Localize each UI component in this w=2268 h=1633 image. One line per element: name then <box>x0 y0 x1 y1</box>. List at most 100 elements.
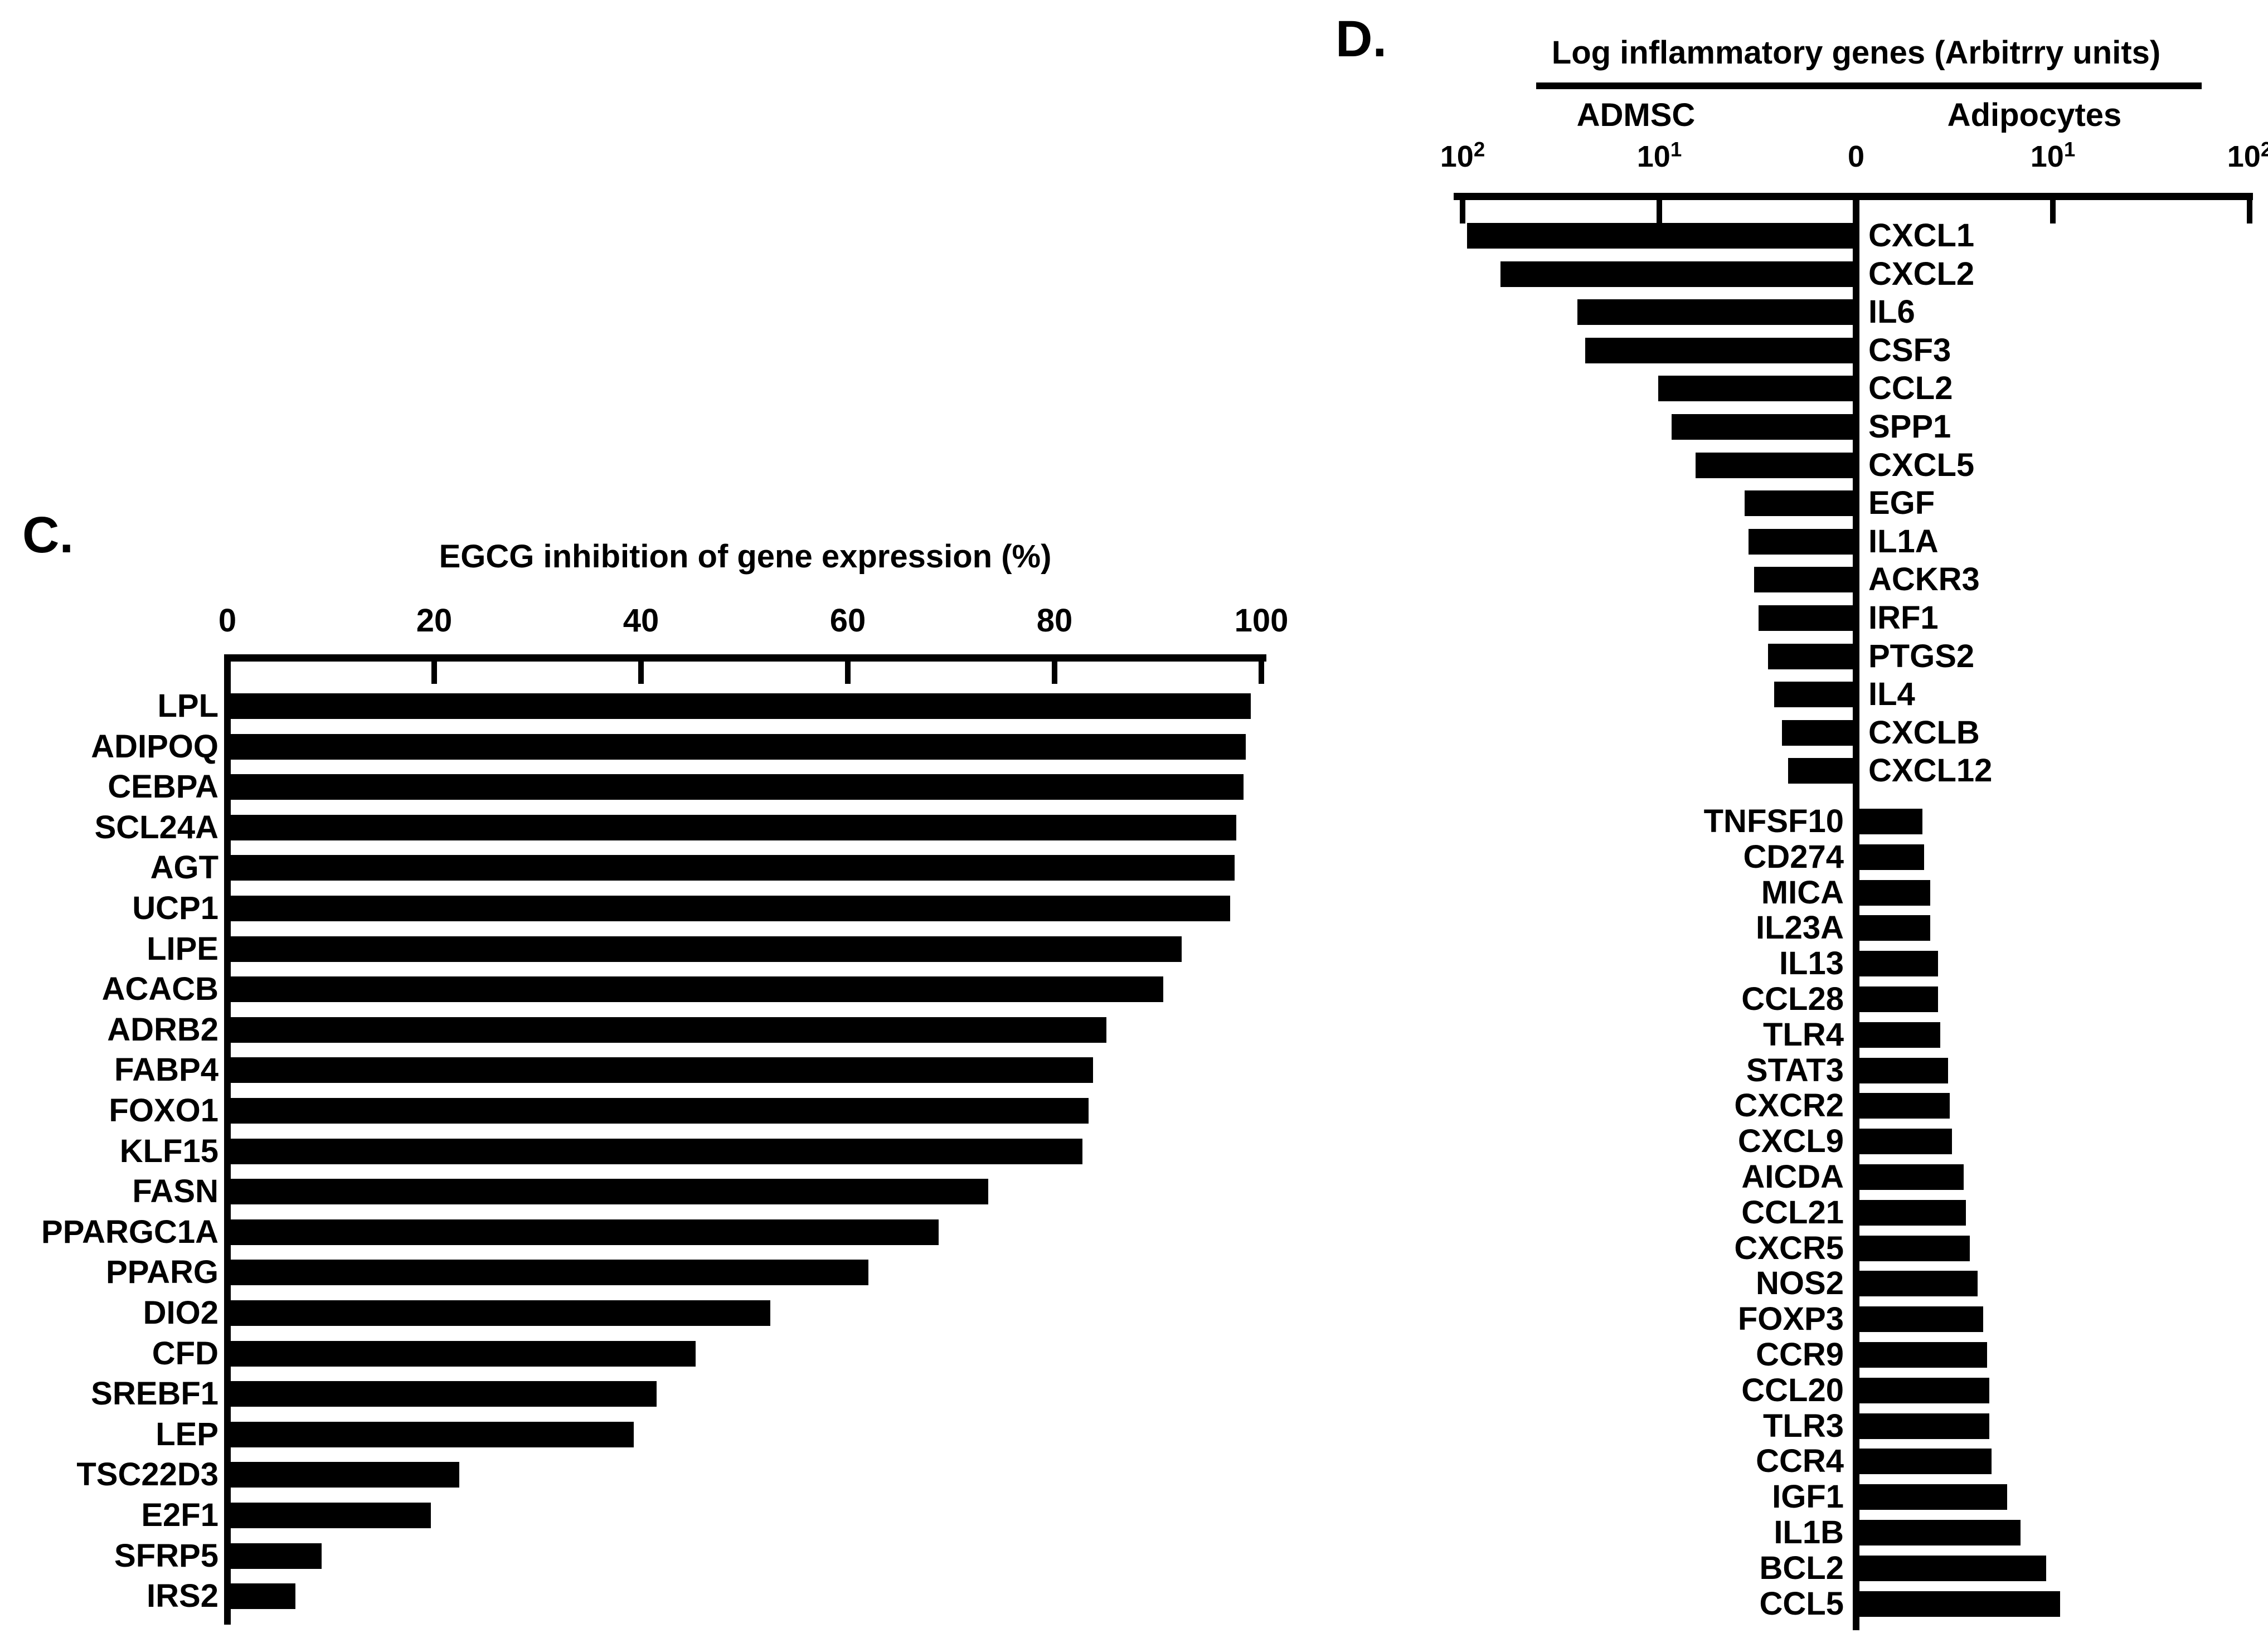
panel-d-title: Log inflammatory genes (Arbitrry units) <box>1551 35 2161 71</box>
panel-d-label-cxcl1: CXCL1 <box>1868 217 1975 254</box>
panel-d-tick-mark <box>2050 200 2056 223</box>
panel-d-bar-aicda <box>1859 1164 1964 1190</box>
panel-d-label-aicda: AICDA <box>1741 1159 1844 1195</box>
panel-d-label-cxclb: CXCLB <box>1868 715 1980 751</box>
panel-d-bar-il4 <box>1774 682 1853 707</box>
panel-c-bar-lep <box>231 1422 634 1447</box>
panel-d-label-ccr4: CCR4 <box>1756 1443 1844 1479</box>
panel-c-bar-irs2 <box>231 1583 295 1609</box>
panel-d-label-nos2: NOS2 <box>1756 1265 1844 1301</box>
panel-c-label-scl24a: SCL24A <box>94 809 218 845</box>
panel-d-label-il6: IL6 <box>1868 294 1915 330</box>
panel-c-label-pparg: PPARG <box>106 1254 218 1290</box>
panel-c-label-fasn: FASN <box>132 1173 218 1209</box>
panel-d-bar-tlr4 <box>1859 1022 1940 1048</box>
panel-d-x-axis-line <box>1454 193 2253 200</box>
panel-d-bar-mica <box>1859 880 1930 906</box>
panel-d-title-underline <box>1536 82 2202 89</box>
panel-c-label-dio2: DIO2 <box>143 1295 218 1331</box>
panel-d-label-mica: MICA <box>1761 874 1844 911</box>
panel-d-tick-label: 102 <box>2227 138 2268 173</box>
panel-d-label-irf1: IRF1 <box>1868 600 1939 636</box>
panel-c-label-srebf1: SREBF1 <box>91 1376 218 1412</box>
panel-d-bar-egf <box>1745 490 1853 516</box>
panel-d-bar-cxcl12 <box>1788 758 1853 784</box>
panel-d-label-cxcr2: CXCR2 <box>1734 1087 1844 1124</box>
panel-d-label-il4: IL4 <box>1868 676 1915 712</box>
panel-d-group-admsc: ADMSC <box>1576 97 1696 133</box>
panel-c-label-irs2: IRS2 <box>147 1578 218 1614</box>
panel-d-bar-il1b <box>1859 1520 2021 1545</box>
panel-d-bar-cxcl1 <box>1467 223 1853 249</box>
panel-c-label-lpl: LPL <box>157 688 218 724</box>
panel-c-label-adipoq: ADIPOQ <box>91 728 218 765</box>
panel-d-bar-il13 <box>1859 951 1938 976</box>
panel-d-bar-foxp3 <box>1859 1306 1983 1332</box>
panel-c-label-cfd: CFD <box>152 1335 218 1372</box>
panel-d-label-cd274: CD274 <box>1743 839 1844 875</box>
panel-d-label-csf3: CSF3 <box>1868 332 1951 368</box>
panel-d-bar-ccr9 <box>1859 1342 1987 1368</box>
panel-c-label-adrb2: ADRB2 <box>107 1012 218 1048</box>
panel-c-label-sfrp5: SFRP5 <box>114 1538 218 1574</box>
panel-d-bar-igf1 <box>1859 1484 2007 1510</box>
panel-d-label-igf1: IGF1 <box>1772 1479 1844 1515</box>
panel-c-bar-adipoq <box>231 734 1246 760</box>
panel-c-bar-tsc22d3 <box>231 1462 459 1488</box>
panel-d-label-foxp3: FOXP3 <box>1737 1301 1844 1337</box>
panel-d-bar-il6 <box>1577 299 1853 325</box>
panel-d-label-ccl21: CCL21 <box>1741 1194 1844 1231</box>
panel-c-bar-cebpa <box>231 774 1244 800</box>
panel-c-letter: C. <box>22 507 74 563</box>
panel-d-group-adipocytes: Adipocytes <box>1947 97 2122 133</box>
panel-d-label-cxcl2: CXCL2 <box>1868 256 1975 292</box>
panel-d-tick-label: 101 <box>1636 138 1682 173</box>
panel-c-label-e2f1: E2F1 <box>141 1497 218 1533</box>
panel-c-label-acacb: ACACB <box>101 971 218 1007</box>
panel-c-bar-ppargc1a <box>231 1219 939 1245</box>
panel-d-bar-spp1 <box>1672 414 1853 440</box>
panel-d-letter: D. <box>1335 11 1387 67</box>
panel-d-bar-cxclb <box>1782 720 1853 746</box>
panel-c-bar-lipe <box>231 936 1182 962</box>
panel-c-tick-label: 60 <box>829 602 866 639</box>
panel-d-bar-il1a <box>1749 529 1853 555</box>
panel-d-label-il23a: IL23A <box>1756 910 1844 946</box>
panel-d-label-cxcr5: CXCR5 <box>1734 1230 1844 1266</box>
panel-c-tick-mark <box>1052 662 1057 684</box>
panel-d-bar-ccl20 <box>1859 1378 1989 1403</box>
panel-c-label-lipe: LIPE <box>147 931 218 967</box>
panel-d-tick-label: 102 <box>1440 138 1485 173</box>
panel-c-bar-adrb2 <box>231 1017 1106 1043</box>
panel-d-bar-irf1 <box>1759 605 1853 631</box>
panel-d-label-spp1: SPP1 <box>1868 409 1951 445</box>
panel-d-bar-cxcl2 <box>1500 261 1853 287</box>
panel-d-bar-cxcl9 <box>1859 1129 1952 1154</box>
panel-c-bar-scl24a <box>231 815 1236 840</box>
panel-c-bar-e2f1 <box>231 1503 431 1528</box>
panel-d-label-egf: EGF <box>1868 485 1935 521</box>
panel-d-bar-cxcr5 <box>1859 1236 1970 1261</box>
panel-c-tick-label: 40 <box>623 602 659 639</box>
panel-c-bar-cfd <box>231 1341 696 1367</box>
panel-d-bar-stat3 <box>1859 1058 1948 1083</box>
panel-d-bar-ccl2 <box>1658 376 1853 401</box>
panel-c-label-lep: LEP <box>156 1416 218 1452</box>
panel-d-bar-ccr4 <box>1859 1449 1992 1474</box>
panel-c-bar-agt <box>231 855 1235 881</box>
panel-d-bar-ccl5 <box>1859 1591 2060 1617</box>
panel-d-label-il1a: IL1A <box>1868 523 1939 560</box>
panel-d-tick-mark <box>1657 200 1662 223</box>
panel-c-bar-sfrp5 <box>231 1543 322 1569</box>
panel-d-label-il13: IL13 <box>1779 945 1844 981</box>
panel-d-label-cxcl5: CXCL5 <box>1868 447 1975 483</box>
panel-c-bar-fasn <box>231 1179 988 1204</box>
panel-d-tick-mark <box>1460 200 1465 223</box>
panel-d-bar-ackr3 <box>1754 567 1853 592</box>
panel-d-label-tlr3: TLR3 <box>1763 1408 1844 1444</box>
panel-c-label-foxo1: FOXO1 <box>109 1092 218 1129</box>
panel-d-bar-ccl28 <box>1859 986 1938 1012</box>
panel-c-tick-mark <box>845 662 851 684</box>
panel-d-bar-csf3 <box>1585 338 1853 363</box>
